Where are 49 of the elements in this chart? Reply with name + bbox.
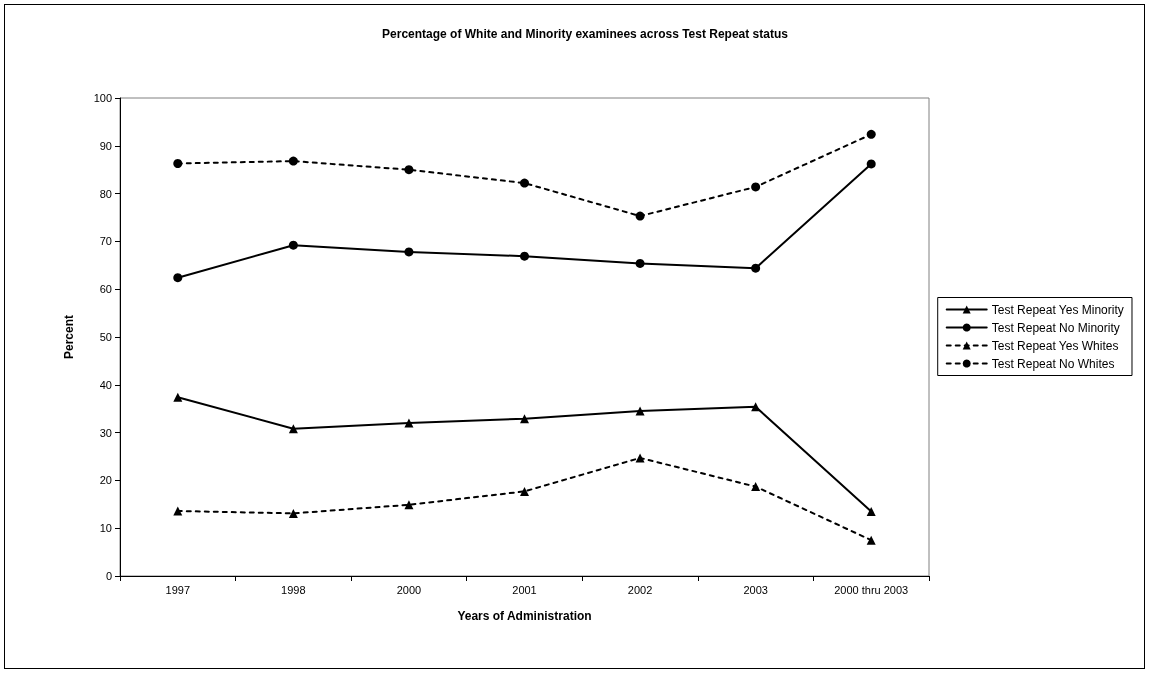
point bbox=[288, 240, 298, 250]
point bbox=[173, 273, 183, 283]
point bbox=[866, 506, 876, 516]
y-tick-label: 60 bbox=[99, 283, 112, 296]
y-tick-label: 40 bbox=[99, 378, 112, 391]
point bbox=[635, 258, 645, 268]
y-tick-label: 90 bbox=[99, 139, 112, 152]
y-tick-label: 100 bbox=[93, 92, 112, 104]
point bbox=[173, 392, 183, 402]
point bbox=[520, 251, 529, 261]
point bbox=[404, 247, 414, 257]
point bbox=[404, 500, 414, 510]
y-tick-label: 0 bbox=[105, 570, 112, 582]
legend-label: Test Repeat Yes Whites bbox=[991, 338, 1119, 353]
x-tick-label: 2001 bbox=[512, 583, 537, 596]
point bbox=[635, 211, 645, 221]
x-tick-label: 1997 bbox=[165, 583, 191, 596]
y-tick-label: 10 bbox=[99, 522, 112, 535]
point bbox=[288, 508, 298, 518]
x-tick-label: 2002 bbox=[627, 583, 653, 596]
point bbox=[520, 486, 529, 496]
y-tick-label: 30 bbox=[99, 426, 112, 439]
point bbox=[751, 482, 761, 492]
x-tick-label: 2000 bbox=[396, 583, 422, 596]
point bbox=[288, 156, 298, 166]
legend-label: Test Repeat No Minority bbox=[991, 320, 1120, 335]
y-tick-label: 70 bbox=[99, 235, 112, 248]
x-tick-label: 2000 thru 2003 bbox=[834, 583, 909, 596]
point bbox=[866, 535, 876, 545]
point bbox=[635, 406, 645, 416]
y-tick-label: 80 bbox=[99, 187, 112, 200]
point bbox=[520, 178, 529, 188]
legend-label: Test Repeat No Whites bbox=[991, 356, 1115, 371]
point bbox=[866, 129, 876, 139]
point bbox=[173, 158, 183, 168]
y-tick-label: 20 bbox=[99, 474, 112, 487]
legend-label: Test Repeat Yes Minority bbox=[991, 302, 1124, 317]
point bbox=[751, 263, 761, 273]
y-axis-title: Percent bbox=[62, 314, 76, 360]
point bbox=[404, 418, 414, 428]
x-tick-label: 1998 bbox=[281, 583, 306, 596]
x-tick-label: 2003 bbox=[743, 583, 768, 596]
point bbox=[520, 414, 529, 424]
x-axis-title: Years of Administration bbox=[457, 609, 592, 623]
point bbox=[751, 182, 761, 192]
point bbox=[866, 159, 876, 169]
chart-title: Percentage of White and Minority examinees across Test Repeat status bbox=[382, 27, 789, 41]
y-tick-label: 50 bbox=[99, 331, 112, 343]
point bbox=[404, 165, 414, 175]
